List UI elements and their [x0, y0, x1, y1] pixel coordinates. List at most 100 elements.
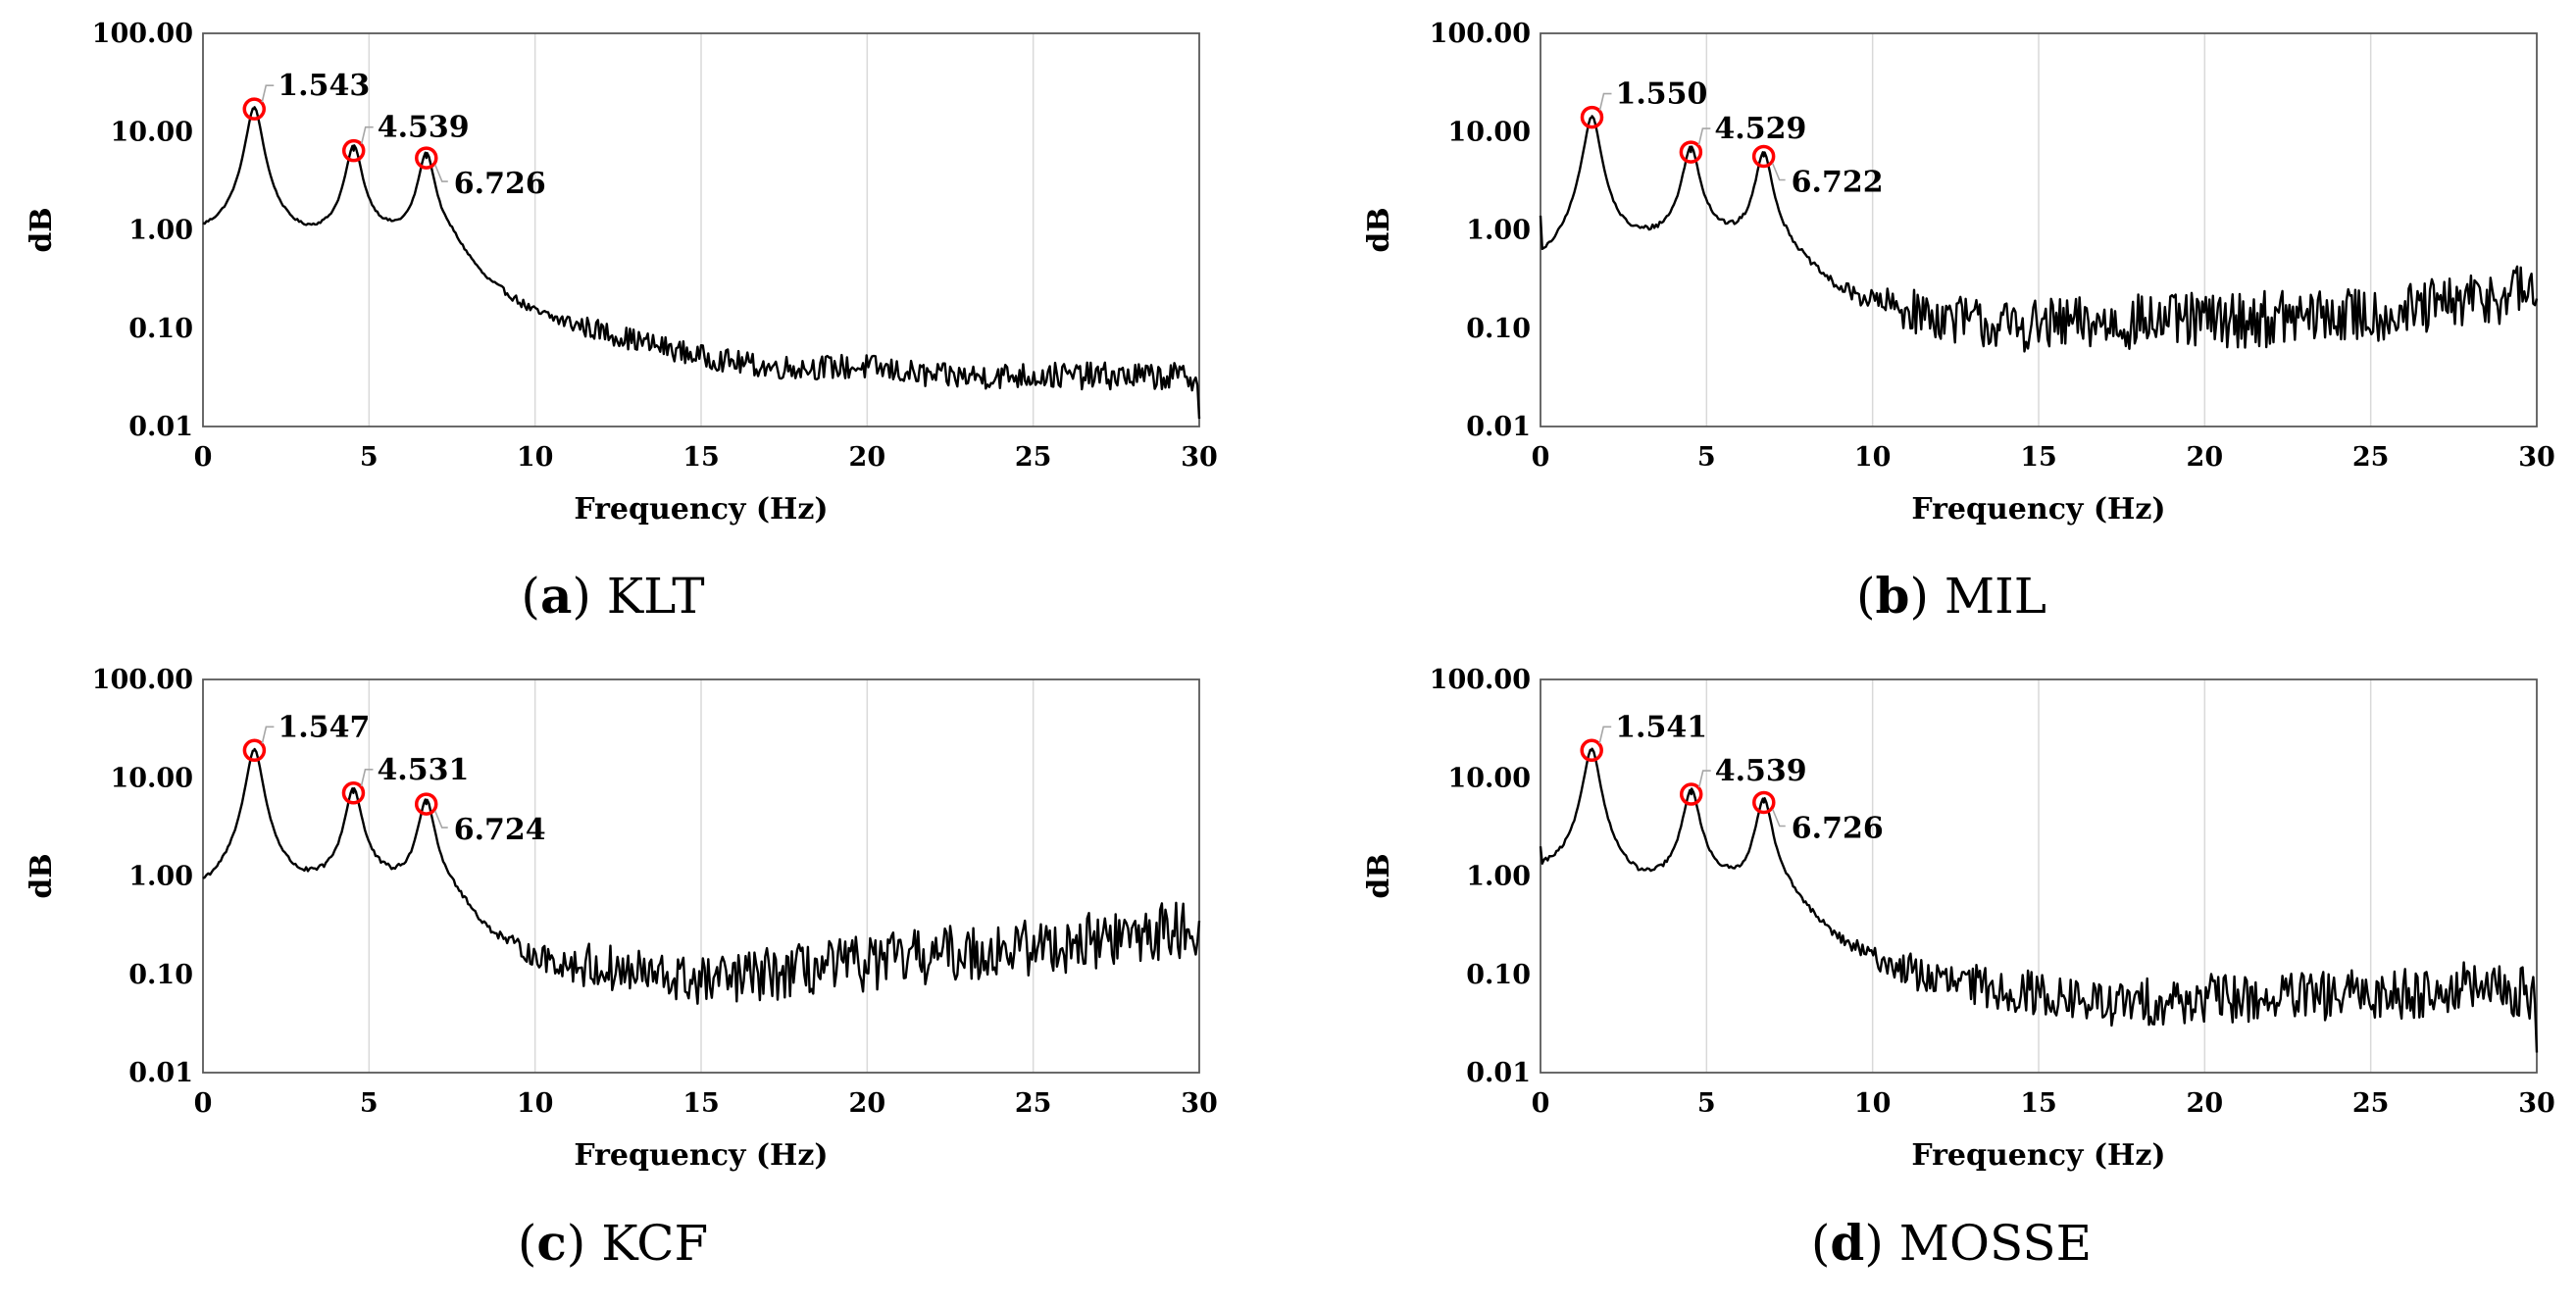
peak-marker — [242, 738, 267, 763]
panel-caption: (b) MIL — [1856, 567, 2046, 625]
panel-caption: (a) KLT — [521, 567, 704, 625]
y-tick-label: 100.00 — [92, 19, 193, 49]
peak-label: 6.722 — [1792, 165, 1884, 199]
peak-marker — [341, 781, 366, 805]
peak-leader-line — [1697, 770, 1711, 788]
peak-label: 1.543 — [278, 69, 370, 103]
panel-caption: (c) KCF — [518, 1214, 708, 1272]
plot-frame — [1540, 678, 2538, 1074]
y-tick-label: 0.10 — [128, 960, 193, 990]
peak-label: 6.724 — [454, 813, 546, 847]
peak-label: 4.539 — [378, 111, 470, 145]
peak-marker — [415, 146, 438, 170]
y-axis-label: dB — [25, 207, 59, 252]
peak-marker — [1752, 790, 1776, 815]
x-tick-label: 20 — [849, 442, 886, 473]
x-tick-label: 0 — [1532, 1088, 1550, 1119]
y-tick-label: 1.00 — [128, 216, 193, 246]
x-tick-label: 15 — [2020, 1088, 2057, 1119]
x-tick-label: 20 — [2187, 1088, 2224, 1119]
x-tick-label: 0 — [194, 442, 213, 473]
x-tick-label: 30 — [1181, 442, 1218, 473]
peak-label: 4.539 — [1715, 754, 1807, 788]
peak-leader-line — [261, 726, 275, 744]
y-tick-label: 10.00 — [110, 763, 193, 793]
y-axis-label: dB — [1362, 207, 1396, 252]
y-tick-label: 100.00 — [92, 665, 193, 695]
x-tick-label: 30 — [2518, 442, 2555, 473]
peak-marker — [1580, 105, 1604, 129]
y-tick-label: 10.00 — [1447, 117, 1531, 147]
y-tick-label: 0.01 — [128, 1058, 193, 1088]
y-tick-label: 0.10 — [1466, 314, 1531, 344]
x-tick-label: 15 — [682, 442, 720, 473]
peak-marker — [1580, 738, 1603, 763]
peak-leader-line — [1697, 127, 1711, 146]
x-axis-label: Frequency (Hz) — [1911, 1138, 2165, 1173]
x-tick-label: 5 — [1697, 1088, 1716, 1119]
peak-label: 4.529 — [1714, 112, 1806, 146]
x-axis-label: Frequency (Hz) — [574, 1138, 828, 1173]
x-tick-label: 25 — [2352, 442, 2390, 473]
x-tick-label: 0 — [1532, 442, 1550, 473]
y-axis-label: dB — [25, 853, 59, 898]
x-axis-label: Frequency (Hz) — [1911, 492, 2165, 527]
chart-panel-b: 100.00 10.00 1.00 0.10 0.010 5 10 15 20 25 30 Frequ… — [1362, 19, 2555, 625]
peak-leader-line — [433, 810, 448, 828]
peak-marker — [1679, 140, 1703, 164]
spectrum-line — [202, 106, 1201, 420]
spectrum-line — [1539, 115, 2539, 353]
peak-label: 1.550 — [1615, 77, 1707, 112]
y-tick-label: 1.00 — [1466, 216, 1531, 246]
x-tick-label: 5 — [1697, 442, 1716, 473]
x-tick-label: 15 — [682, 1088, 720, 1119]
panel-caption: (d) MOSSE — [1811, 1214, 2092, 1272]
x-tick-label: 10 — [517, 442, 554, 473]
peak-marker — [1679, 782, 1703, 806]
x-tick-label: 25 — [1015, 1088, 1052, 1119]
y-tick-label: 1.00 — [1466, 862, 1531, 892]
peak-leader-line — [1772, 809, 1786, 828]
peak-leader-line — [360, 125, 374, 144]
x-tick-label: 30 — [2518, 1088, 2555, 1119]
peak-label: 4.531 — [377, 753, 469, 787]
y-tick-label: 0.01 — [1466, 1058, 1531, 1088]
peak-leader-line — [360, 768, 374, 786]
y-tick-label: 1.00 — [128, 862, 193, 892]
peak-leader-line — [1771, 163, 1786, 181]
y-tick-label: 100.00 — [1430, 665, 1531, 695]
x-tick-label: 25 — [2352, 1088, 2390, 1119]
y-tick-label: 0.10 — [128, 314, 193, 344]
y-tick-label: 0.01 — [128, 412, 193, 442]
peak-marker — [414, 792, 438, 816]
x-tick-label: 10 — [517, 1088, 554, 1119]
peak-label: 6.726 — [1792, 811, 1884, 845]
x-tick-label: 10 — [1854, 1088, 1892, 1119]
y-tick-label: 10.00 — [1447, 763, 1531, 793]
peak-marker — [1751, 144, 1776, 169]
x-tick-label: 30 — [1181, 1088, 1218, 1119]
x-tick-label: 25 — [1015, 442, 1052, 473]
y-tick-label: 10.00 — [110, 117, 193, 147]
peak-label: 6.726 — [454, 167, 546, 201]
x-tick-label: 5 — [360, 1088, 379, 1119]
x-axis-label: Frequency (Hz) — [574, 492, 828, 527]
x-tick-label: 5 — [360, 442, 379, 473]
y-tick-label: 100.00 — [1430, 19, 1531, 49]
y-tick-label: 0.10 — [1466, 960, 1531, 990]
plot-frame — [202, 32, 1200, 427]
spectrum-line — [202, 747, 1201, 1005]
spectrum-line — [1539, 747, 2539, 1053]
x-tick-label: 15 — [2020, 442, 2057, 473]
peak-marker — [242, 97, 267, 121]
x-tick-label: 0 — [194, 1088, 213, 1119]
chart-panel-c: 100.00 10.00 1.00 0.10 0.010 5 10 15 20 25 30 Frequ… — [25, 665, 1218, 1272]
plot-frame — [202, 678, 1200, 1074]
chart-panel-d: 100.00 10.00 1.00 0.10 0.010 5 10 15 20 25 30 Frequ… — [1362, 665, 2555, 1272]
y-tick-label: 0.01 — [1466, 412, 1531, 442]
peak-label: 1.547 — [278, 710, 370, 744]
peak-marker — [341, 138, 366, 163]
chart-panel-a: 100.00 10.00 1.00 0.10 0.010 5 10 15 20 25 30 Frequ… — [25, 19, 1218, 625]
